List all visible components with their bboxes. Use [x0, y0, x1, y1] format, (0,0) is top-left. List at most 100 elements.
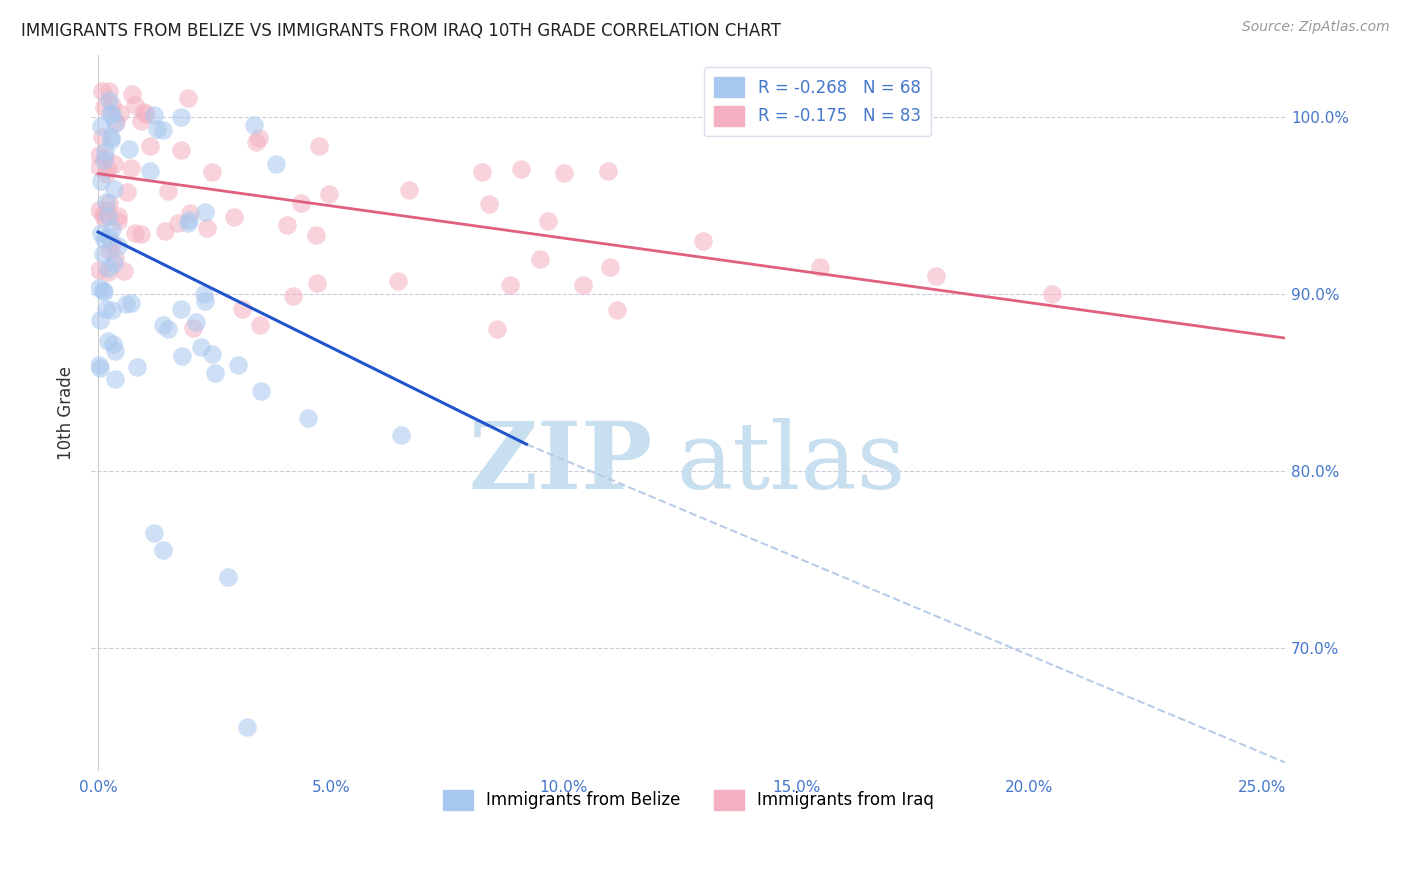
- Point: [143, 108, 166, 122]
- Point: [93, 211, 115, 226]
- Point: [170, 110, 193, 124]
- Point: [572, 277, 595, 292]
- Point: [120, 295, 142, 310]
- Point: [98, 93, 121, 107]
- Point: [97, 334, 120, 349]
- Point: [167, 216, 190, 230]
- Point: [89, 148, 111, 162]
- Point: [89, 359, 111, 373]
- Point: [89, 203, 111, 218]
- Point: [108, 106, 131, 120]
- Point: [93, 153, 115, 167]
- Point: [307, 276, 329, 290]
- Point: [93, 150, 115, 164]
- Point: [98, 107, 121, 121]
- Point: [100, 107, 122, 121]
- Point: [194, 293, 217, 308]
- Point: [170, 349, 193, 363]
- Point: [115, 297, 138, 311]
- Point: [281, 288, 304, 302]
- Point: [264, 157, 287, 171]
- Point: [104, 116, 127, 130]
- Point: [107, 239, 129, 253]
- Text: IMMIGRANTS FROM BELIZE VS IMMIGRANTS FROM IRAQ 10TH GRADE CORRELATION CHART: IMMIGRANTS FROM BELIZE VS IMMIGRANTS FRO…: [21, 22, 780, 40]
- Point: [124, 97, 146, 112]
- Point: [104, 251, 127, 265]
- Point: [499, 278, 522, 293]
- Point: [226, 358, 249, 372]
- Point: [98, 85, 121, 99]
- Point: [90, 130, 112, 145]
- Point: [179, 213, 201, 227]
- Point: [91, 206, 114, 220]
- Point: [143, 525, 166, 540]
- Point: [107, 214, 129, 228]
- Point: [97, 209, 120, 223]
- Point: [245, 135, 267, 149]
- Point: [231, 301, 253, 316]
- Point: [100, 129, 122, 144]
- Point: [553, 166, 575, 180]
- Point: [146, 122, 169, 136]
- Point: [97, 260, 120, 275]
- Point: [471, 165, 494, 179]
- Point: [90, 227, 112, 241]
- Point: [121, 87, 143, 102]
- Point: [249, 318, 271, 333]
- Point: [297, 410, 319, 425]
- Point: [250, 384, 273, 399]
- Point: [152, 543, 174, 558]
- Point: [97, 243, 120, 257]
- Point: [177, 91, 200, 105]
- Point: [134, 105, 156, 120]
- Point: [387, 274, 409, 288]
- Point: [89, 281, 111, 295]
- Point: [90, 84, 112, 98]
- Point: [599, 260, 621, 275]
- Point: [89, 313, 111, 327]
- Point: [101, 236, 124, 251]
- Point: [177, 216, 200, 230]
- Point: [194, 205, 217, 219]
- Point: [218, 570, 240, 584]
- Point: [247, 131, 270, 145]
- Point: [195, 220, 218, 235]
- Point: [100, 133, 122, 147]
- Point: [308, 138, 330, 153]
- Point: [103, 182, 125, 196]
- Point: [101, 97, 124, 112]
- Point: [103, 256, 125, 270]
- Point: [117, 185, 139, 199]
- Point: [152, 123, 174, 137]
- Point: [104, 372, 127, 386]
- Point: [398, 183, 420, 197]
- Point: [156, 184, 179, 198]
- Text: Source: ZipAtlas.com: Source: ZipAtlas.com: [1241, 20, 1389, 34]
- Point: [93, 232, 115, 246]
- Point: [170, 144, 193, 158]
- Point: [101, 222, 124, 236]
- Point: [201, 347, 224, 361]
- Point: [155, 224, 177, 238]
- Point: [96, 203, 118, 218]
- Point: [89, 361, 111, 376]
- Point: [93, 100, 115, 114]
- Point: [129, 113, 152, 128]
- Point: [124, 227, 146, 241]
- Point: [94, 302, 117, 317]
- Point: [93, 145, 115, 159]
- Point: [305, 227, 328, 242]
- Legend: Immigrants from Belize, Immigrants from Iraq: Immigrants from Belize, Immigrants from …: [436, 783, 941, 817]
- Point: [389, 428, 412, 442]
- Point: [90, 174, 112, 188]
- Point: [91, 283, 114, 297]
- Point: [156, 322, 179, 336]
- Point: [98, 229, 121, 244]
- Point: [808, 260, 831, 275]
- Point: [537, 214, 560, 228]
- Point: [478, 197, 501, 211]
- Point: [290, 195, 312, 210]
- Point: [204, 367, 226, 381]
- Point: [224, 210, 246, 224]
- Point: [179, 205, 201, 219]
